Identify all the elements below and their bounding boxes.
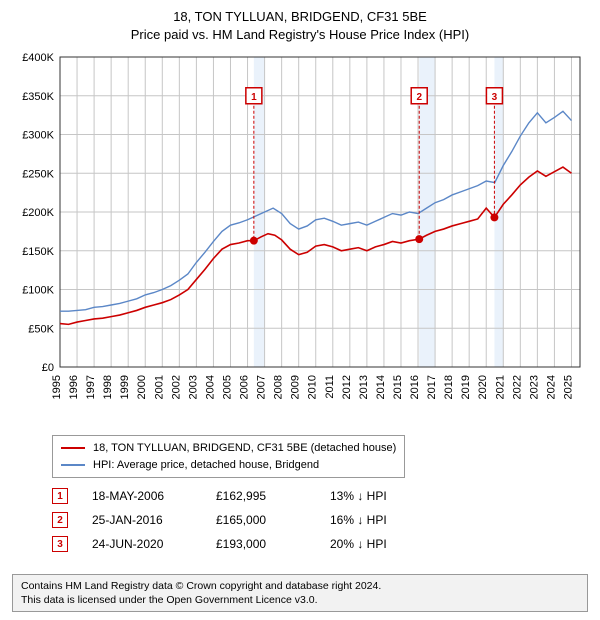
svg-text:2022: 2022 (511, 375, 523, 399)
svg-text:2024: 2024 (545, 375, 557, 399)
svg-text:1: 1 (251, 92, 257, 103)
legend-label: HPI: Average price, detached house, Brid… (93, 457, 319, 474)
title-line-2: Price paid vs. HM Land Registry's House … (12, 26, 588, 44)
svg-text:2007: 2007 (256, 375, 268, 399)
svg-text:1995: 1995 (51, 375, 63, 399)
title-line-1: 18, TON TYLLUAN, BRIDGEND, CF31 5BE (12, 8, 588, 26)
svg-text:2016: 2016 (409, 375, 421, 399)
price-chart: £0 £50K £100K £150K £200K £250K £300K £350K £400… (12, 49, 588, 429)
svg-text:2006: 2006 (239, 375, 251, 399)
marker-number-box: 2 (52, 512, 68, 528)
svg-text:2010: 2010 (307, 375, 319, 399)
marker-date: 24-JUN-2020 (92, 537, 192, 551)
svg-text:3: 3 (492, 92, 498, 103)
svg-text:£200K: £200K (22, 207, 54, 219)
svg-text:2009: 2009 (290, 375, 302, 399)
marker-row: 3 24-JUN-2020 £193,000 20% ↓ HPI (52, 536, 588, 552)
svg-text:2011: 2011 (324, 375, 336, 399)
svg-text:2019: 2019 (460, 375, 472, 399)
svg-text:2013: 2013 (358, 375, 370, 399)
svg-text:2025: 2025 (562, 375, 574, 399)
svg-text:1996: 1996 (68, 375, 80, 399)
svg-text:2015: 2015 (392, 375, 404, 399)
svg-text:2002: 2002 (170, 375, 182, 399)
svg-text:£150K: £150K (22, 246, 54, 258)
svg-text:£50K: £50K (28, 323, 54, 335)
legend-row: 18, TON TYLLUAN, BRIDGEND, CF31 5BE (det… (61, 440, 396, 457)
legend: 18, TON TYLLUAN, BRIDGEND, CF31 5BE (det… (52, 435, 405, 478)
footer-line-1: Contains HM Land Registry data © Crown c… (21, 579, 579, 593)
marker-date: 18-MAY-2006 (92, 489, 192, 503)
svg-text:1999: 1999 (119, 375, 131, 399)
svg-text:1998: 1998 (102, 375, 114, 399)
svg-text:2012: 2012 (341, 375, 353, 399)
svg-text:2005: 2005 (221, 375, 233, 399)
attribution-footer: Contains HM Land Registry data © Crown c… (12, 574, 588, 612)
svg-text:£100K: £100K (22, 285, 54, 297)
marker-diff: 16% ↓ HPI (330, 513, 420, 527)
svg-text:2008: 2008 (273, 375, 285, 399)
marker-date: 25-JAN-2016 (92, 513, 192, 527)
svg-text:2014: 2014 (375, 375, 387, 399)
svg-text:2021: 2021 (494, 375, 506, 399)
marker-diff: 13% ↓ HPI (330, 489, 420, 503)
marker-diff: 20% ↓ HPI (330, 537, 420, 551)
svg-text:£250K: £250K (22, 168, 54, 180)
svg-text:£350K: £350K (22, 91, 54, 103)
svg-text:2000: 2000 (136, 375, 148, 399)
svg-text:£300K: £300K (22, 130, 54, 142)
chart-title: 18, TON TYLLUAN, BRIDGEND, CF31 5BE Pric… (12, 8, 588, 43)
legend-swatch (61, 447, 85, 449)
svg-text:2001: 2001 (153, 375, 165, 399)
marker-price: £165,000 (216, 513, 306, 527)
marker-number-box: 3 (52, 536, 68, 552)
marker-price: £193,000 (216, 537, 306, 551)
marker-number-box: 1 (52, 488, 68, 504)
marker-price: £162,995 (216, 489, 306, 503)
marker-row: 2 25-JAN-2016 £165,000 16% ↓ HPI (52, 512, 588, 528)
marker-row: 1 18-MAY-2006 £162,995 13% ↓ HPI (52, 488, 588, 504)
svg-text:£0: £0 (42, 362, 54, 374)
legend-label: 18, TON TYLLUAN, BRIDGEND, CF31 5BE (det… (93, 440, 396, 457)
marker-table: 1 18-MAY-2006 £162,995 13% ↓ HPI 2 25-JAN-201… (52, 488, 588, 552)
svg-text:2004: 2004 (204, 375, 216, 399)
legend-swatch (61, 464, 85, 466)
footer-line-2: This data is licensed under the Open Gov… (21, 593, 579, 607)
svg-text:2017: 2017 (426, 375, 438, 399)
svg-text:2023: 2023 (528, 375, 540, 399)
svg-text:£400K: £400K (22, 52, 54, 64)
svg-text:1997: 1997 (85, 375, 97, 399)
svg-text:2003: 2003 (187, 375, 199, 399)
legend-row: HPI: Average price, detached house, Brid… (61, 457, 396, 474)
svg-text:2020: 2020 (477, 375, 489, 399)
svg-text:2018: 2018 (443, 375, 455, 399)
svg-text:2: 2 (416, 92, 422, 103)
